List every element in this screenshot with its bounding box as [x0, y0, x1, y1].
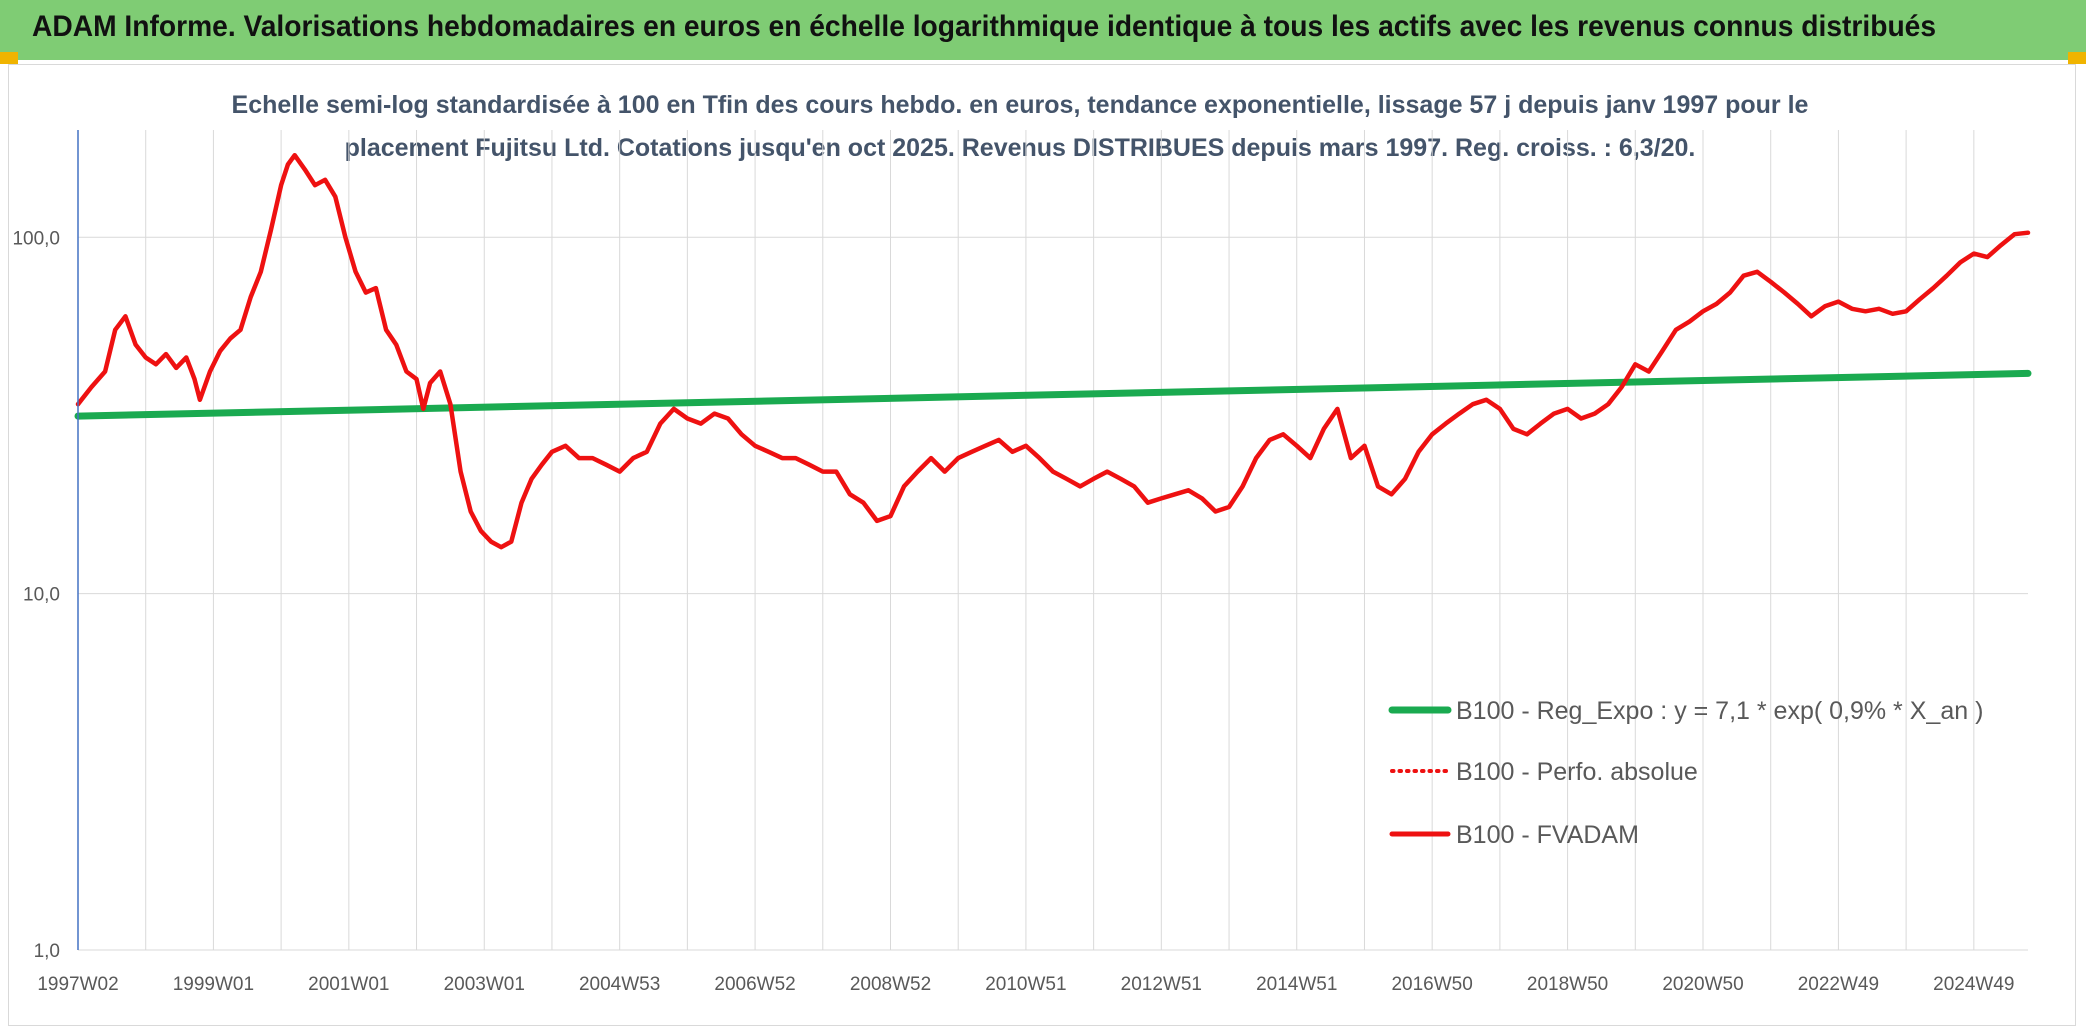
chart-subtitle-line-2: placement Fujitsu Ltd. Cotations jusqu'e… [344, 134, 1696, 162]
x-tick-label: 2024W49 [1933, 974, 2014, 995]
chart-subtitle: Echelle semi-log standardisée à 100 en T… [80, 84, 1960, 170]
x-tick-label: 2018W50 [1527, 974, 1608, 995]
x-tick-label: 2001W01 [308, 974, 389, 995]
chart-frame [8, 64, 2076, 1026]
legend-label: B100 - FVADAM [1456, 821, 1639, 849]
grid-lines [77, 130, 2028, 951]
x-tick-label: 2010W51 [985, 974, 1066, 995]
y-tick-label: 1,0 [34, 941, 60, 962]
series-lines [74, 152, 2032, 550]
x-tick-label: 2004W53 [579, 974, 660, 995]
x-tick-label: 2022W49 [1798, 974, 1879, 995]
legend: B100 - Reg_Expo : y = 7,1 * exp( 0,9% * … [1388, 697, 1983, 849]
chart-subtitle-line-1: Echelle semi-log standardisée à 100 en T… [231, 91, 1809, 119]
legend-label: B100 - Reg_Expo : y = 7,1 * exp( 0,9% * … [1456, 697, 1983, 725]
regression-line [74, 369, 2032, 420]
x-tick-label: 1997W02 [37, 974, 118, 995]
x-tick-label: 2016W50 [1391, 974, 1472, 995]
y-tick-label: 100,0 [12, 228, 60, 249]
x-tick-label: 1999W01 [173, 974, 254, 995]
x-tick-label: 2003W01 [444, 974, 525, 995]
title-banner: ADAM Informe. Valorisations hebdomadaire… [0, 0, 2086, 60]
x-tick-label: 2006W52 [714, 974, 795, 995]
corner-mark-left [0, 52, 18, 64]
legend-label: B100 - Perfo. absolue [1456, 758, 1698, 786]
y-tick-label: 10,0 [23, 585, 60, 606]
page-title: ADAM Informe. Valorisations hebdomadaire… [32, 10, 1937, 43]
corner-mark-right [2068, 52, 2086, 64]
fvadam-line [75, 152, 2031, 550]
x-tick-label: 2020W50 [1662, 974, 1743, 995]
x-tick-label: 2012W51 [1121, 974, 1202, 995]
x-tick-label: 2014W51 [1256, 974, 1337, 995]
x-tick-label: 2008W52 [850, 974, 931, 995]
axes: 1,0 10,0 100,0 1997W02 1999W01 2001W01 2003W01… [12, 130, 2015, 995]
